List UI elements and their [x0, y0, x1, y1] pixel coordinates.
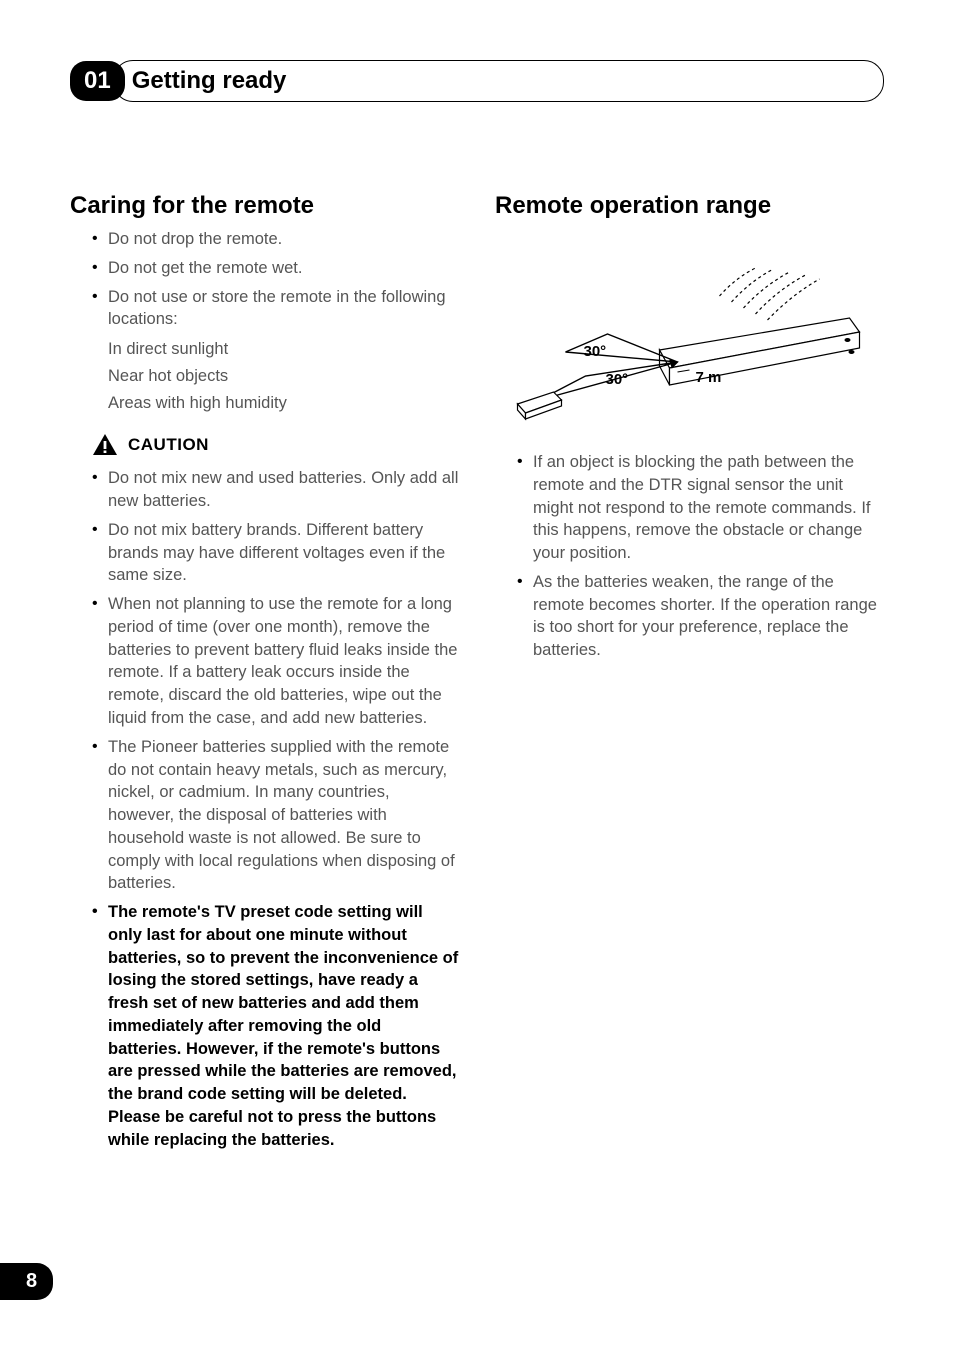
list-item: If an object is blocking the path betwee…: [517, 451, 884, 565]
warning-icon: [92, 433, 118, 457]
caring-list: Do not drop the remote. Do not get the r…: [70, 228, 459, 331]
angle-top-label: 30°: [584, 343, 607, 360]
angle-lines: [540, 334, 678, 400]
subline: Areas with high humidity: [70, 391, 459, 416]
list-item-bold: The remote's TV preset code setting will…: [92, 901, 459, 1151]
list-item: Do not get the remote wet.: [92, 257, 459, 280]
caution-label: CAUTION: [128, 435, 209, 455]
list-item: As the batteries weaken, the range of th…: [517, 571, 884, 662]
heading-caring: Caring for the remote: [70, 192, 459, 220]
heading-range: Remote operation range: [495, 192, 884, 220]
list-item: The Pioneer batteries supplied with the …: [92, 736, 459, 895]
caution-list: Do not mix new and used batteries. Only …: [70, 467, 459, 1151]
angle-bottom-label: 30°: [606, 371, 629, 388]
chapter-title: Getting ready: [132, 67, 287, 94]
signal-waves: [720, 268, 820, 320]
range-list: If an object is blocking the path betwee…: [495, 451, 884, 662]
list-item: Do not use or store the remote in the fo…: [92, 286, 459, 332]
subline: In direct sunlight: [70, 337, 459, 362]
caution-header: CAUTION: [92, 433, 459, 457]
list-item: Do not mix battery brands. Different bat…: [92, 519, 459, 587]
page-number: 8: [0, 1263, 53, 1300]
chapter-title-box: Getting ready: [113, 60, 884, 102]
distance-label: 7 m: [696, 369, 722, 386]
left-column: Caring for the remote Do not drop the re…: [70, 192, 459, 1158]
right-column: Remote operation range: [495, 192, 884, 1158]
list-item: Do not mix new and used batteries. Only …: [92, 467, 459, 513]
chapter-header: 01 Getting ready: [70, 60, 884, 102]
subline: Near hot objects: [70, 364, 459, 389]
list-item: Do not drop the remote.: [92, 228, 459, 251]
list-item: When not planning to use the remote for …: [92, 593, 459, 730]
remote-shape: [518, 392, 562, 419]
device-box: [660, 318, 860, 385]
range-diagram: 30° 30° 7 m: [495, 252, 884, 432]
